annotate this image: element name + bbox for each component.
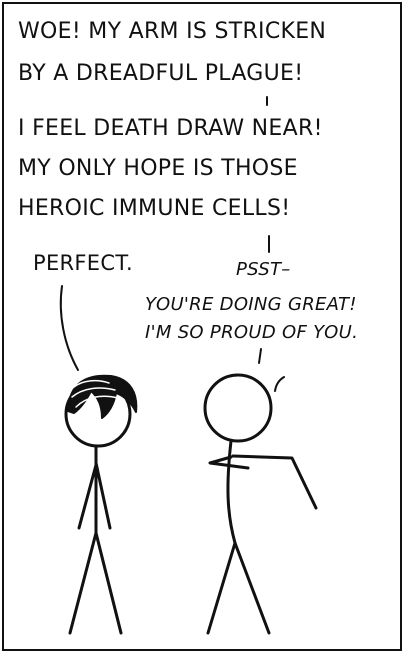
right-figure <box>203 373 318 635</box>
left-character-speech: PERFECT. <box>33 251 133 275</box>
left-figure <box>64 374 138 635</box>
left-figure-left-leg <box>68 531 98 635</box>
right-speech-tail-bottom <box>258 348 262 364</box>
left-figure-left-arm <box>77 463 98 530</box>
left-figure-right-arm <box>94 461 112 530</box>
top-speech-line-3: I FEEL DEATH DRAW NEAR! <box>18 116 323 141</box>
right-character-speech-line-1: YOU'RE DOING GREAT! <box>145 294 357 315</box>
left-figure-right-leg <box>94 531 123 635</box>
top-speech-line-2: BY A DREADFUL PLAGUE! <box>18 61 304 86</box>
right-figure-right-arm <box>231 454 318 510</box>
top-speech-line-1: WOE! MY ARM IS STRICKEN <box>18 19 327 44</box>
right-figure-right-leg <box>233 541 271 635</box>
right-character-intro: PSST– <box>236 259 291 280</box>
comic-frame <box>2 2 402 651</box>
left-speech-tail <box>59 285 79 371</box>
right-figure-left-arm <box>208 455 250 470</box>
right-figure-head <box>203 373 273 443</box>
right-figure-head-stroke <box>274 376 285 392</box>
top-speech-line-5: HEROIC IMMUNE CELLS! <box>18 196 291 221</box>
right-character-speech-line-2: I'M SO PROUD OF YOU. <box>145 322 359 343</box>
top-speech-line-4: MY ONLY HOPE IS THOSE <box>18 156 298 181</box>
right-figure-left-leg <box>206 541 237 635</box>
right-figure-body <box>226 439 237 545</box>
